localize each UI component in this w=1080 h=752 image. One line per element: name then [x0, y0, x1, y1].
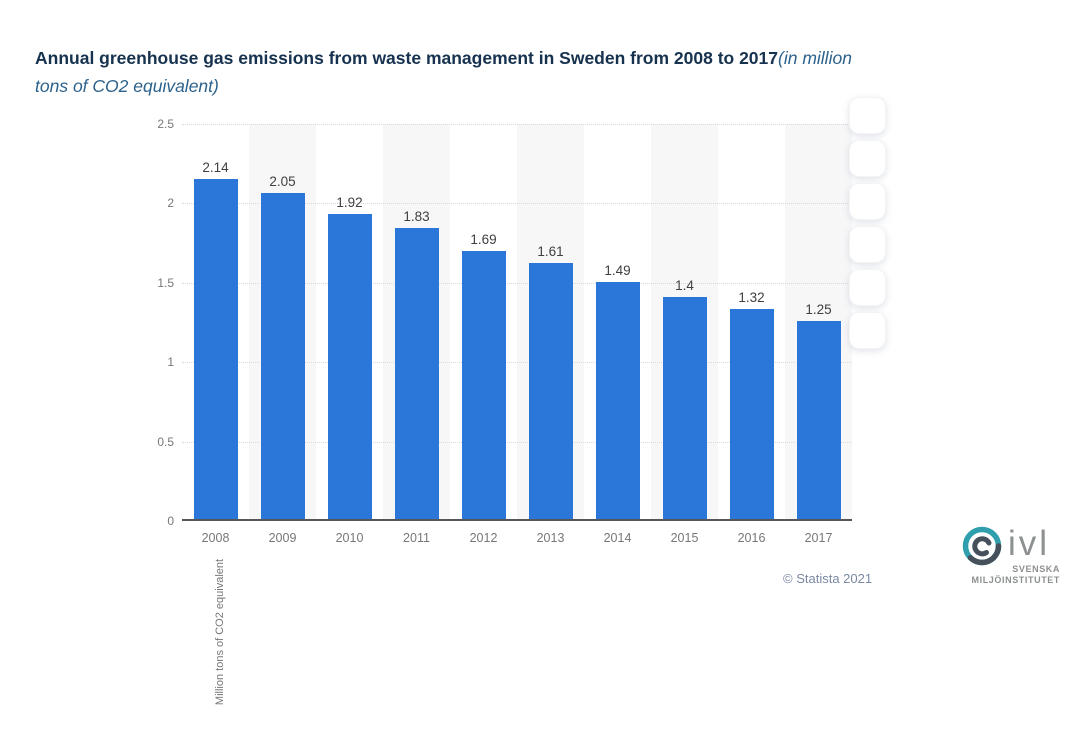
side-toolbar-button-2[interactable] — [849, 140, 886, 177]
side-toolbar — [849, 97, 889, 352]
bar-value-label: 1.25 — [805, 301, 832, 317]
y-axis: 0 0.5 1 1.5 2 2.5 — [118, 117, 174, 528]
ivl-subtitle-line2: MILJÖINSTITUTET — [971, 574, 1060, 585]
bar-value-label: 2.14 — [202, 160, 229, 176]
bar[interactable] — [193, 179, 238, 519]
bar-value-label: 1.61 — [537, 244, 564, 260]
gridline — [182, 282, 852, 284]
ivl-logo: ivl SVENSKA MILJÖINSTITUTET — [960, 522, 1060, 588]
x-tick-label: 2016 — [737, 531, 766, 545]
side-toolbar-button-4[interactable] — [849, 226, 886, 263]
statista-credit: © Statista 2021 — [783, 571, 873, 586]
statista-chart-page: Annual greenhouse gas emissions from was… — [35, 44, 1060, 706]
gridline — [182, 362, 852, 364]
side-toolbar-button-6[interactable] — [849, 312, 886, 349]
gridline — [182, 203, 852, 205]
x-tick-label: 2011 — [403, 531, 430, 545]
y-tick-label: 1 — [167, 355, 174, 370]
x-tick-label: 2017 — [804, 531, 833, 545]
title-italic-line1: (in million — [778, 48, 852, 68]
bar-value-label: 1.92 — [336, 195, 363, 211]
x-tick-label: 2008 — [201, 531, 230, 545]
y-tick-label: 2.5 — [157, 117, 174, 131]
y-tick-label: 0.5 — [157, 434, 174, 449]
bar[interactable] — [394, 228, 439, 519]
side-toolbar-button-1[interactable] — [849, 97, 886, 134]
ivl-subtitle-line1: SVENSKA — [1012, 564, 1060, 574]
ivl-swirl-icon — [962, 526, 1002, 566]
x-tick-label: 2015 — [670, 531, 699, 545]
bar-value-label: 1.49 — [604, 263, 631, 279]
bar-value-label: 1.32 — [738, 290, 765, 306]
ivl-wordmark: ivl — [1008, 524, 1051, 563]
side-toolbar-button-5[interactable] — [849, 269, 886, 306]
bar[interactable] — [662, 296, 707, 519]
x-tick-label: 2014 — [603, 531, 632, 545]
bar[interactable] — [595, 282, 640, 519]
bar[interactable] — [327, 214, 372, 519]
bar-value-label: 1.69 — [470, 231, 497, 247]
gridline — [182, 441, 852, 443]
x-tick-label: 2013 — [536, 531, 565, 545]
bar-value-label: 1.4 — [675, 277, 694, 293]
bar[interactable] — [461, 250, 506, 519]
plot-area: 2.14 2.05 1.92 1.83 1.69 1.61 1.49 1.4 1.32 1.25 — [182, 124, 852, 521]
x-tick-label: 2009 — [268, 531, 297, 545]
x-tick-label: 2010 — [335, 531, 364, 545]
title-italic-line2: tons of CO2 equivalent) — [35, 76, 219, 96]
bar-value-label: 1.83 — [403, 209, 430, 225]
y-tick-label: 0 — [167, 514, 174, 528]
x-axis: 2008 2009 2010 2011 2012 2013 2014 2015 2016 2017 — [182, 531, 852, 551]
y-tick-label: 2 — [167, 196, 174, 211]
y-tick-label: 1.5 — [157, 275, 174, 290]
ivl-subtitle: SVENSKA MILJÖINSTITUTET — [972, 564, 1061, 585]
bar[interactable] — [796, 320, 841, 519]
bar-value-label: 2.05 — [269, 174, 296, 190]
gridline — [182, 124, 852, 125]
page-title: Annual greenhouse gas emissions from was… — [35, 44, 995, 100]
side-toolbar-button-3[interactable] — [849, 183, 886, 220]
x-tick-label: 2012 — [469, 531, 498, 545]
bar[interactable] — [260, 193, 305, 519]
title-bold-text: Annual greenhouse gas emissions from was… — [35, 48, 779, 68]
bar[interactable] — [729, 309, 774, 519]
bar[interactable] — [528, 263, 573, 519]
